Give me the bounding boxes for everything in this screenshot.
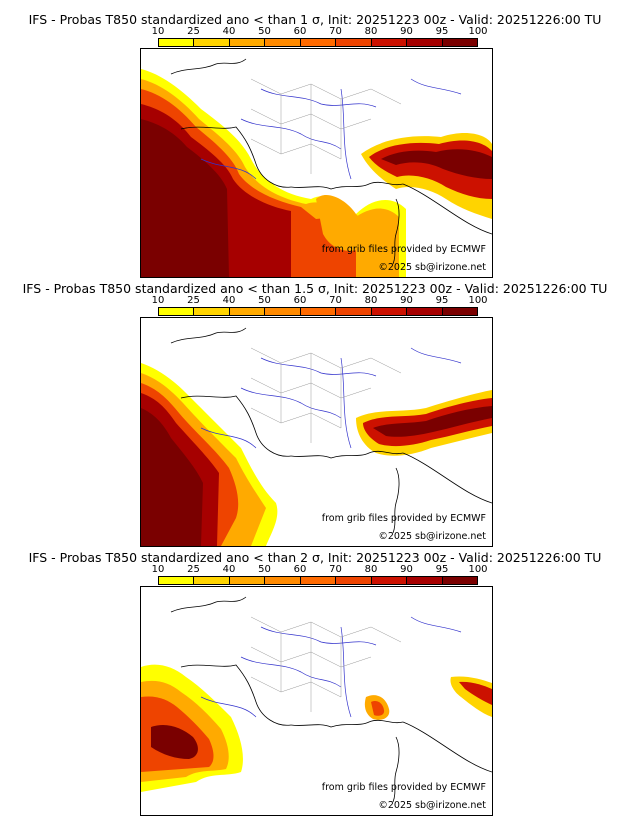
colorbar-labels: 10 25 40 50 60 70 80 90 95 100: [152, 295, 488, 307]
river-lines: [200, 616, 462, 718]
copyright-credit: ©2025 sb@irizone.net: [378, 262, 486, 273]
map-panel-2: IFS - Probas T850 standardized ano < tha…: [0, 281, 630, 551]
river-lines: [200, 78, 462, 180]
map-panel-3: IFS - Probas T850 standardized ano < tha…: [0, 550, 630, 820]
map-canvas: [141, 327, 492, 546]
admin-boundaries: [250, 78, 402, 174]
colorbar-tick-label: 50: [258, 295, 271, 306]
colorbar-labels: 10 25 40 50 60 70 80 90 95 100: [152, 564, 488, 576]
colorbar-swatch: [407, 308, 443, 315]
colorbar-tick-label: 90: [400, 295, 413, 306]
river-lines: [200, 347, 462, 449]
colorbar-tick-label: 95: [435, 295, 449, 306]
probability-shading: [141, 363, 492, 546]
colorbar-tick-label: 10: [151, 26, 165, 37]
data-source-credit: from grib files provided by ECMWF: [321, 513, 486, 524]
map-canvas: [141, 58, 492, 277]
colorbar-swatch: [442, 308, 477, 315]
colorbar-swatch: [159, 39, 195, 46]
colorbar-tick-label: 95: [435, 26, 449, 37]
panel-title: IFS - Probas T850 standardized ano < tha…: [28, 550, 602, 565]
colorbar-tick-label: 40: [222, 26, 236, 37]
colorbar-tick-label: 50: [258, 564, 271, 575]
colorbar-swatch: [265, 577, 301, 584]
colorbar-tick-label: 80: [364, 26, 378, 37]
copyright-credit: ©2025 sb@irizone.net: [378, 800, 486, 811]
colorbar-tick-label: 40: [222, 564, 236, 575]
coastline-lines: [170, 596, 492, 803]
probability-map: from grib files provided by ECMWF ©2025 …: [140, 586, 493, 816]
map-canvas: [141, 596, 492, 803]
admin-boundaries: [250, 616, 402, 712]
colorbar: [158, 307, 478, 316]
colorbar-tick-label: 25: [187, 26, 200, 37]
colorbar-tick-label: 10: [151, 564, 165, 575]
colorbar-tick-label: 10: [151, 295, 165, 306]
colorbar-swatch: [336, 577, 372, 584]
colorbar-swatch: [194, 577, 230, 584]
colorbar-swatch: [194, 308, 230, 315]
probability-shading: [141, 69, 492, 277]
colorbar-tick-label: 50: [258, 26, 271, 37]
colorbar-swatch: [300, 308, 337, 315]
colorbar-swatch: [371, 577, 408, 584]
colorbar-tick-label: 90: [400, 26, 413, 37]
probability-map: from grib files provided by ECMWF ©2025 …: [140, 317, 493, 547]
data-source-credit: from grib files provided by ECMWF: [321, 244, 486, 255]
colorbar-swatch: [265, 39, 301, 46]
colorbar-tick-label: 100: [468, 564, 488, 575]
colorbar-tick-label: 70: [329, 295, 342, 306]
colorbar-tick-label: 95: [435, 564, 449, 575]
colorbar-swatch: [442, 39, 477, 46]
colorbar-tick-label: 100: [468, 295, 488, 306]
colorbar-tick-label: 60: [293, 564, 307, 575]
colorbar-swatch: [371, 308, 408, 315]
colorbar-tick-label: 40: [222, 295, 236, 306]
colorbar: [158, 576, 478, 585]
colorbar-swatch: [371, 39, 408, 46]
colorbar-swatch: [229, 308, 266, 315]
probability-map: from grib files provided by ECMWF ©2025 …: [140, 48, 493, 278]
colorbar-tick-label: 100: [468, 26, 488, 37]
colorbar-swatch: [300, 577, 337, 584]
colorbar-swatch: [442, 577, 477, 584]
coastline-lines: [170, 58, 492, 265]
colorbar-swatch: [407, 39, 443, 46]
colorbar-tick-label: 60: [293, 26, 307, 37]
colorbar-swatch: [407, 577, 443, 584]
colorbar-swatch: [229, 39, 266, 46]
colorbar-tick-label: 60: [293, 295, 307, 306]
colorbar-swatch: [159, 308, 195, 315]
map-panel-1: IFS - Probas T850 standardized ano < tha…: [0, 12, 630, 282]
probability-shading: [141, 664, 492, 792]
colorbar-tick-label: 80: [364, 295, 378, 306]
colorbar: [158, 38, 478, 47]
panel-title: IFS - Probas T850 standardized ano < tha…: [28, 12, 602, 27]
colorbar-swatch: [159, 577, 195, 584]
colorbar-swatch: [229, 577, 266, 584]
colorbar-tick-label: 90: [400, 564, 413, 575]
admin-boundaries: [250, 347, 402, 443]
copyright-credit: ©2025 sb@irizone.net: [378, 531, 486, 542]
colorbar-swatch: [336, 39, 372, 46]
colorbar-tick-label: 70: [329, 564, 342, 575]
colorbar-swatch: [300, 39, 337, 46]
coastline-lines: [170, 327, 492, 534]
colorbar-tick-label: 80: [364, 564, 378, 575]
colorbar-tick-label: 25: [187, 564, 200, 575]
colorbar-tick-label: 70: [329, 26, 342, 37]
colorbar-tick-label: 25: [187, 295, 200, 306]
colorbar-swatch: [336, 308, 372, 315]
colorbar-swatch: [194, 39, 230, 46]
data-source-credit: from grib files provided by ECMWF: [321, 782, 486, 793]
colorbar-labels: 10 25 40 50 60 70 80 90 95 100: [152, 26, 488, 38]
panel-title: IFS - Probas T850 standardized ano < tha…: [22, 281, 608, 296]
colorbar-swatch: [265, 308, 301, 315]
